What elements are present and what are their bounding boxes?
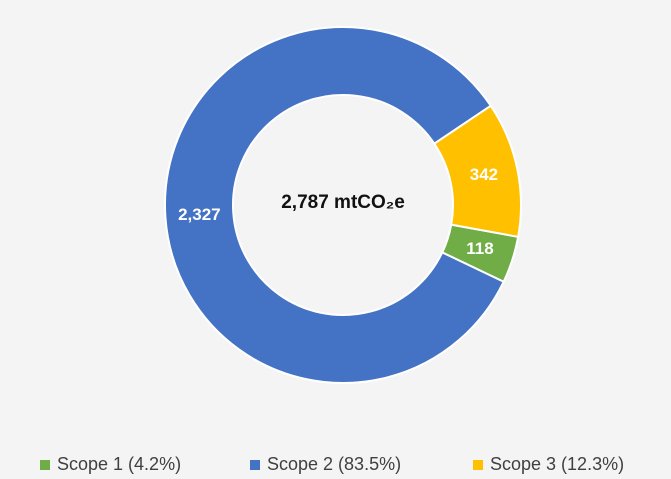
- legend: Scope 1 (4.2%) Scope 2 (83.5%) Scope 3 (12…: [40, 454, 624, 474]
- data-label: 118: [466, 239, 493, 258]
- legend-label: Scope 1 (4.2%): [57, 454, 181, 474]
- legend-swatch: [250, 460, 260, 470]
- legend-label: Scope 3 (12.3%): [490, 454, 624, 474]
- legend-label: Scope 2 (83.5%): [267, 454, 401, 474]
- center-label: 2,787 mtCO₂e: [281, 192, 405, 213]
- data-label: 342: [470, 165, 498, 184]
- slice: [432, 104, 522, 238]
- slice: [164, 26, 505, 384]
- donut: 118 2,327 342: [164, 26, 522, 384]
- legend-swatch: [40, 460, 50, 470]
- legend-swatch: [473, 460, 483, 470]
- data-label: 2,327: [178, 205, 221, 224]
